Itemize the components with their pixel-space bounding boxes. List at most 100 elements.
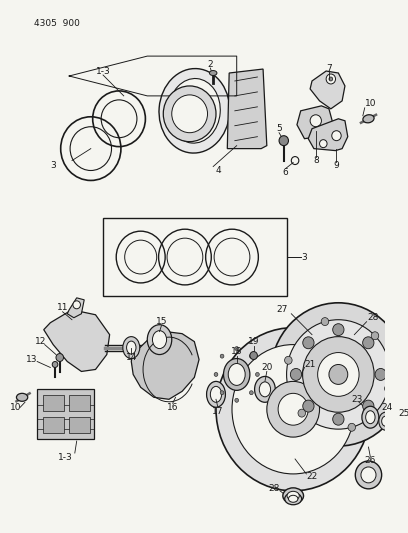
Text: 24: 24 xyxy=(381,403,393,412)
Text: 2: 2 xyxy=(208,60,213,69)
Circle shape xyxy=(332,131,341,141)
Text: 22: 22 xyxy=(306,472,318,481)
Polygon shape xyxy=(37,389,93,439)
Text: 11: 11 xyxy=(57,303,68,312)
Bar xyxy=(103,218,286,296)
Ellipse shape xyxy=(153,330,166,349)
Text: 13: 13 xyxy=(26,355,37,364)
Ellipse shape xyxy=(123,337,140,359)
Circle shape xyxy=(73,301,80,309)
Circle shape xyxy=(333,413,344,425)
Ellipse shape xyxy=(363,115,374,123)
Text: 4: 4 xyxy=(215,166,221,175)
Ellipse shape xyxy=(285,493,302,505)
Bar xyxy=(43,417,64,433)
Circle shape xyxy=(285,356,292,364)
Circle shape xyxy=(290,368,302,381)
Circle shape xyxy=(363,400,374,412)
Ellipse shape xyxy=(362,406,379,428)
Text: 4305  900: 4305 900 xyxy=(34,19,80,28)
Circle shape xyxy=(375,368,386,381)
Polygon shape xyxy=(131,332,199,399)
Text: 17: 17 xyxy=(212,407,224,416)
Ellipse shape xyxy=(147,325,172,354)
Circle shape xyxy=(363,337,374,349)
Circle shape xyxy=(333,324,344,336)
Text: 23: 23 xyxy=(352,395,363,404)
Text: 8: 8 xyxy=(313,156,319,165)
Ellipse shape xyxy=(209,70,217,76)
Text: 20: 20 xyxy=(261,363,273,372)
Circle shape xyxy=(232,345,355,474)
Text: 21: 21 xyxy=(304,360,316,369)
Circle shape xyxy=(303,400,314,412)
Circle shape xyxy=(216,328,370,491)
Ellipse shape xyxy=(255,376,275,402)
Circle shape xyxy=(286,320,390,429)
Circle shape xyxy=(321,318,329,326)
Circle shape xyxy=(56,353,64,361)
Ellipse shape xyxy=(211,386,222,402)
Text: 12: 12 xyxy=(35,337,47,346)
Circle shape xyxy=(172,95,208,133)
Text: 3: 3 xyxy=(50,161,56,170)
Ellipse shape xyxy=(259,382,271,397)
Circle shape xyxy=(249,391,253,395)
Ellipse shape xyxy=(287,491,299,500)
Bar xyxy=(69,417,90,433)
Circle shape xyxy=(348,423,355,431)
Circle shape xyxy=(271,303,406,446)
Circle shape xyxy=(220,391,224,395)
Circle shape xyxy=(385,385,392,393)
Circle shape xyxy=(319,140,327,148)
Text: 28: 28 xyxy=(368,313,379,322)
Ellipse shape xyxy=(395,422,403,429)
Text: 16: 16 xyxy=(167,403,178,412)
Ellipse shape xyxy=(366,411,375,424)
Text: 14: 14 xyxy=(126,353,137,362)
Circle shape xyxy=(267,382,319,437)
Circle shape xyxy=(355,461,381,489)
Polygon shape xyxy=(44,310,110,372)
Text: 3: 3 xyxy=(302,253,307,262)
Circle shape xyxy=(298,409,306,417)
Circle shape xyxy=(163,86,216,142)
Polygon shape xyxy=(308,119,348,151)
Circle shape xyxy=(371,332,379,340)
Ellipse shape xyxy=(381,416,389,426)
Circle shape xyxy=(235,398,239,402)
Polygon shape xyxy=(227,69,267,149)
Circle shape xyxy=(52,361,58,367)
Text: 19: 19 xyxy=(248,337,259,346)
Text: 15: 15 xyxy=(156,317,167,326)
Text: 10: 10 xyxy=(10,403,21,412)
Bar xyxy=(43,395,64,411)
Circle shape xyxy=(329,365,348,384)
Ellipse shape xyxy=(228,364,245,385)
Circle shape xyxy=(326,74,335,84)
Ellipse shape xyxy=(379,412,392,430)
Text: 28: 28 xyxy=(268,484,280,494)
Circle shape xyxy=(329,77,333,81)
Circle shape xyxy=(250,352,257,360)
Circle shape xyxy=(361,467,376,483)
Ellipse shape xyxy=(391,419,406,431)
Ellipse shape xyxy=(224,359,250,390)
Circle shape xyxy=(303,337,374,412)
Polygon shape xyxy=(310,71,345,109)
Text: 26: 26 xyxy=(365,456,376,465)
Text: 9: 9 xyxy=(334,161,339,170)
Ellipse shape xyxy=(159,69,230,153)
Text: 7: 7 xyxy=(326,63,332,72)
Ellipse shape xyxy=(169,78,220,143)
Circle shape xyxy=(214,373,218,376)
Circle shape xyxy=(249,354,253,358)
Circle shape xyxy=(318,352,359,397)
Bar xyxy=(69,395,90,411)
Circle shape xyxy=(279,136,288,146)
Circle shape xyxy=(235,346,239,351)
Ellipse shape xyxy=(206,382,225,407)
Ellipse shape xyxy=(126,341,136,354)
Polygon shape xyxy=(67,298,84,318)
Text: 27: 27 xyxy=(276,305,288,314)
